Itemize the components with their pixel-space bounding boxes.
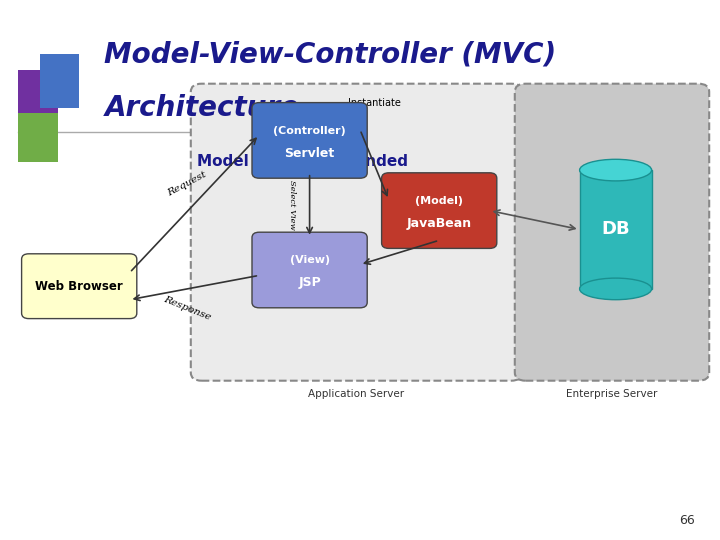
FancyBboxPatch shape	[252, 103, 367, 178]
Text: (View): (View)	[289, 255, 330, 265]
Text: Request: Request	[166, 170, 208, 198]
Bar	[580, 170, 652, 289]
Text: Architecture: Architecture	[104, 94, 300, 122]
Text: DB: DB	[601, 220, 630, 239]
Text: Model 2 - Recommended: Model 2 - Recommended	[197, 154, 408, 170]
Text: Web Browser: Web Browser	[35, 280, 123, 293]
Ellipse shape	[580, 278, 652, 300]
Text: Enterprise Server: Enterprise Server	[567, 389, 657, 399]
Text: Application Server: Application Server	[308, 389, 405, 399]
Text: (Model): (Model)	[415, 196, 463, 206]
FancyBboxPatch shape	[252, 232, 367, 308]
Text: Model-View-Controller (MVC): Model-View-Controller (MVC)	[104, 40, 557, 68]
FancyBboxPatch shape	[382, 173, 497, 248]
Text: Select View: Select View	[287, 180, 296, 230]
Text: (Controller): (Controller)	[273, 126, 346, 136]
FancyBboxPatch shape	[191, 84, 522, 381]
Text: 66: 66	[679, 514, 695, 526]
Text: Servlet: Servlet	[284, 147, 335, 160]
FancyBboxPatch shape	[22, 254, 137, 319]
FancyBboxPatch shape	[40, 54, 79, 108]
Text: JSP: JSP	[298, 276, 321, 289]
Text: Response: Response	[162, 294, 212, 321]
Text: Instantiate: Instantiate	[348, 98, 401, 107]
Ellipse shape	[580, 159, 652, 181]
FancyBboxPatch shape	[515, 84, 709, 381]
Text: JavaBean: JavaBean	[407, 217, 472, 230]
FancyBboxPatch shape	[18, 113, 58, 162]
FancyBboxPatch shape	[18, 70, 58, 124]
